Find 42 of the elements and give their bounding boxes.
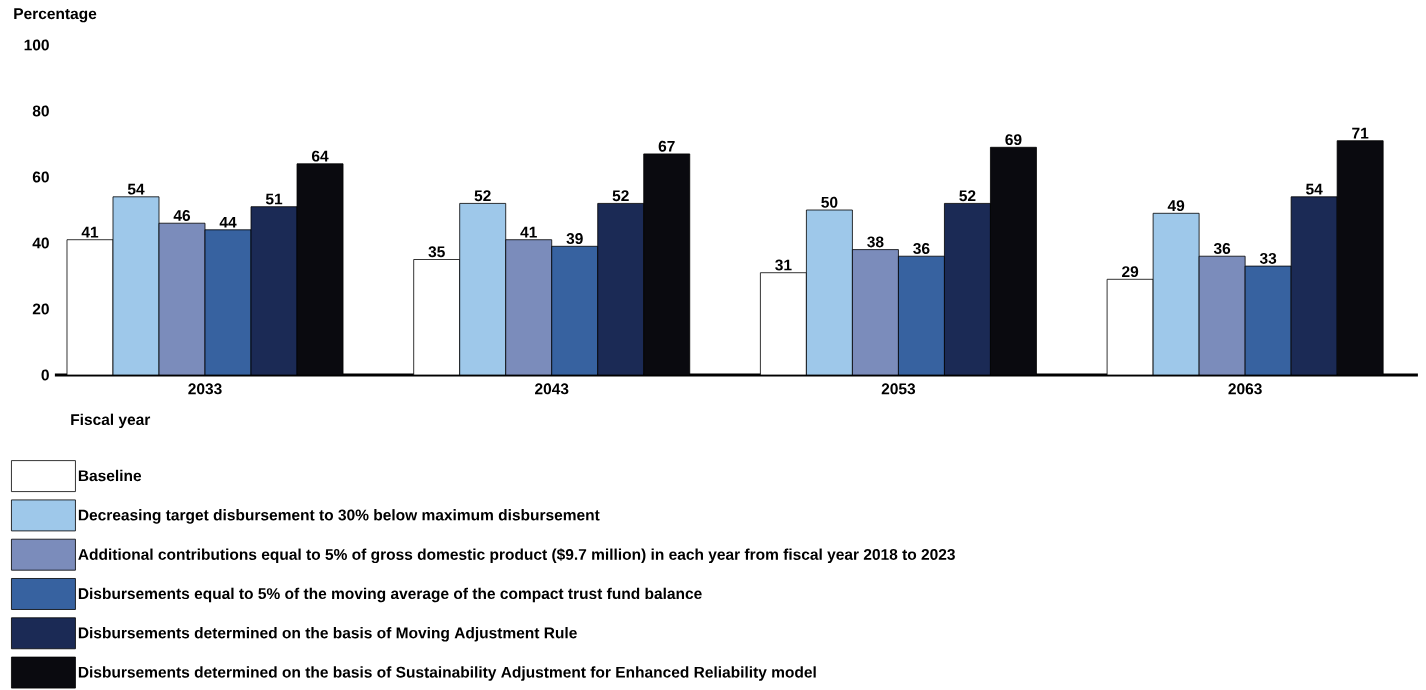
data-label: 52 [474,189,491,201]
y-axis-title: Percentage [14,8,97,23]
data-label: 31 [775,259,792,271]
data-label: 52 [959,189,976,201]
data-label: 51 [265,193,283,205]
data-label: 50 [821,196,838,208]
data-label: 41 [520,226,537,238]
data-label: 54 [1306,183,1323,195]
legend-label: Disbursements equal to 5% of the moving average of the compact trust fund balance [78,587,702,602]
data-label: 64 [311,150,329,162]
y-tick-label: 80 [32,105,49,117]
data-label: 46 [173,209,191,221]
data-label: 41 [81,226,99,238]
x-tick-label: 2053 [881,383,916,395]
data-label: 71 [1352,127,1369,139]
data-label: 54 [127,183,145,195]
legend-label: Baseline [78,469,142,481]
y-tick-label: 60 [32,171,49,183]
data-label: 36 [1213,242,1231,254]
x-tick-label: 2043 [535,383,569,395]
data-label: 49 [1167,199,1185,211]
legend-label: Additional contributions equal to 5% of gross domestic product ($9.7 million) in each year from fiscal year 2018 to 2023 [78,548,955,563]
x-tick-label: 2063 [1228,383,1262,395]
data-label: 52 [612,189,629,201]
legend-label: Decreasing target disbursement to 30% below maximum disbursement [78,508,600,524]
data-label: 44 [219,216,237,228]
y-tick-label: 100 [24,39,49,51]
legend-label: Disbursements determined on the basis of Sustainability Adjustment for Enhanced Reliability model [78,666,816,681]
data-label: 36 [913,242,930,254]
x-tick-label: 2033 [188,383,222,395]
legend-label: Disbursements determined on the basis of Moving Adjustment Rule [78,626,577,642]
y-tick-label: 40 [32,237,49,249]
data-label: 29 [1122,265,1139,277]
data-label: 67 [658,140,675,152]
data-label: 38 [867,236,884,248]
data-label: 69 [1005,133,1022,145]
x-axis-title: Fiscal year [71,413,151,428]
data-label: 35 [428,246,445,258]
data-label: 39 [566,232,583,244]
y-tick-label: 20 [32,303,49,315]
y-tick-label: 0 [41,369,49,381]
data-label: 33 [1259,252,1277,264]
